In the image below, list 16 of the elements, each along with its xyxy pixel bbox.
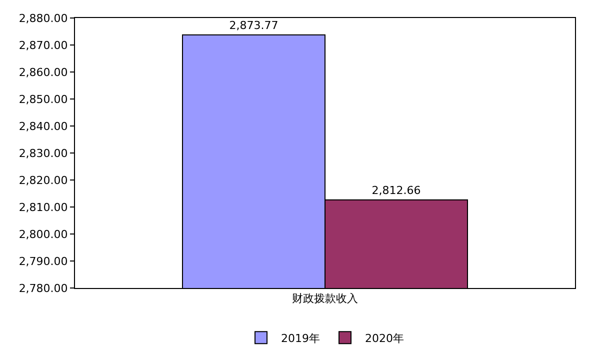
y-tick-label: 2,800.00 [18,228,68,241]
legend-label: 2019年 [281,332,320,345]
legend-label: 2020年 [365,332,404,345]
y-tick-label: 2,860.00 [18,66,68,79]
y-tick-label: 2,810.00 [18,200,68,214]
data-label: 2,873.77 [229,18,278,32]
y-tick-label: 2,820.00 [18,174,68,187]
y-tick-label: 2,790.00 [18,254,68,268]
x-tick-label: 财政拨款收入 [292,292,358,306]
y-tick-label: 2,850.00 [18,92,68,106]
y-tick-label: 2,830.00 [18,146,68,160]
y-tick-label: 2,880.00 [18,12,68,25]
y-tick-label: 2,870.00 [18,38,68,52]
y-tick-label: 2,780.00 [18,282,68,295]
data-label: 2,812.66 [372,184,421,197]
y-tick-label: 2,840.00 [18,120,68,133]
